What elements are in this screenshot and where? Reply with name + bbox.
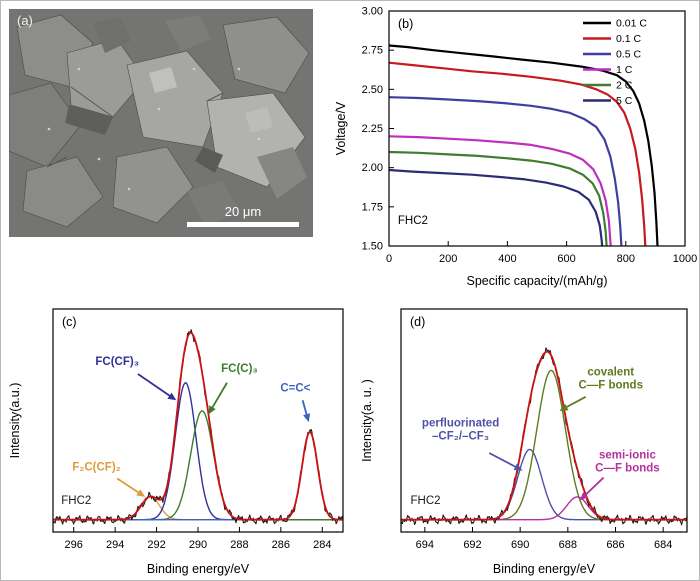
svg-text:1.50: 1.50 [362,241,383,253]
svg-text:0.1 C: 0.1 C [616,33,642,45]
annotation: FC(C)₃ [208,363,258,415]
svg-text:284: 284 [313,539,331,551]
svg-text:C=C<: C=C< [280,383,310,395]
svg-text:0.5 C: 0.5 C [616,49,642,61]
panel-a-label: (a) [17,13,33,28]
svg-text:1.75: 1.75 [362,201,383,213]
svg-text:1000: 1000 [673,253,697,265]
svg-text:perfluorinated–CF₂/–CF₃: perfluorinated –CF₂/–CF₃ [422,418,499,443]
annotation: FC(CF)₃ [95,356,177,401]
svg-text:292: 292 [147,539,165,551]
panel-label: (c) [62,315,77,329]
svg-text:694: 694 [416,539,434,551]
svg-text:2 C: 2 C [616,80,633,92]
scale-bar-line [187,222,299,227]
sem-image [9,9,313,237]
annotation: covalent C—F bonds [559,367,643,411]
svg-text:286: 286 [272,539,290,551]
svg-text:692: 692 [463,539,481,551]
svg-text:690: 690 [511,539,529,551]
panel-label: (d) [410,315,425,329]
sem-panel: (a) 20 μm [9,9,313,237]
plot-frame [400,308,688,533]
scale-bar-label: 20 μm [224,204,262,219]
svg-text:3.00: 3.00 [362,6,383,18]
svg-text:684: 684 [654,539,672,551]
svg-text:0: 0 [386,253,392,265]
svg-text:290: 290 [189,539,207,551]
series [400,347,688,526]
plot-frame [388,10,686,247]
discharge-curves-chart: 0 200 400 600 800 1000 Specific capacity/(mAh/… [331,1,699,297]
svg-text:800: 800 [617,253,635,265]
svg-text:1 C: 1 C [616,64,633,76]
x-axis: 0 200 400 600 800 1000 [386,241,697,265]
x-axis-label: Binding energy/eV [493,562,596,576]
svg-text:688: 688 [559,539,577,551]
annotation: FHC2 [61,495,91,507]
plot-frame [52,308,344,533]
y-axis-label: Voltage/V [334,101,348,155]
svg-text:2.00: 2.00 [362,162,383,174]
svg-text:296: 296 [65,539,83,551]
annotation: FHC2 [411,495,441,507]
svg-text:5 C: 5 C [616,95,633,107]
chart-b-svg: 0 200 400 600 800 1000 Specific capacity/(mAh/… [334,6,697,289]
y-axis-label: Intensity(a.u.) [8,383,22,459]
svg-text:2.50: 2.50 [362,84,383,96]
svg-text:600: 600 [557,253,575,265]
c1s-xps-chart: 296 294 292 290 288 286 284 Binding energy/eV In… [5,295,353,580]
svg-text:FHC2: FHC2 [411,495,441,507]
chart-d-svg: 694 692 690 688 686 684 Binding energy/eV Inten… [360,308,688,576]
scale-bar: 20 μm [187,204,299,227]
svg-text:FHC2: FHC2 [61,495,91,507]
x-axis-label: Specific capacity/(mAh/g) [466,274,607,288]
annotation: FHC2 [398,215,428,227]
svg-text:686: 686 [606,539,624,551]
y-axis-label: Intensity(a. u. ) [360,379,374,462]
chart-c-svg: 296 294 292 290 288 286 284 Binding energy/eV In… [8,308,344,576]
f1s-xps-chart: 694 692 690 688 686 684 Binding energy/eV Inten… [357,295,699,580]
svg-text:FHC2: FHC2 [398,215,428,227]
svg-text:FC(C)₃: FC(C)₃ [221,363,258,375]
annotation: F₂C(CF)₂ [72,462,146,497]
svg-text:400: 400 [498,253,516,265]
x-axis-label: Binding energy/eV [147,562,250,576]
x-axis: 296 294 292 290 288 286 284 [65,527,331,551]
annotation: semi-ionic C—F bonds [579,449,660,501]
annotation: perfluorinated –CF₂/–CF₃ [422,418,523,471]
legend: 0.01 C 0.1 C 0.5 C 1 C 2 C 5 C [583,18,647,107]
series [388,44,659,247]
series [52,329,344,525]
svg-text:288: 288 [230,539,248,551]
annotation: C=C< [280,383,311,423]
svg-text:F₂C(CF)₂: F₂C(CF)₂ [72,462,121,474]
svg-text:2.25: 2.25 [362,123,383,135]
panel-label: (b) [398,17,413,31]
svg-text:294: 294 [106,539,124,551]
svg-text:FC(CF)₃: FC(CF)₃ [95,356,139,368]
x-axis: 694 692 690 688 686 684 [416,527,672,551]
svg-text:0.01 C: 0.01 C [616,18,647,30]
y-axis: 1.50 1.75 2.00 2.25 2.50 2.75 3.00 [362,6,394,253]
svg-text:200: 200 [439,253,457,265]
svg-text:2.75: 2.75 [362,45,383,57]
